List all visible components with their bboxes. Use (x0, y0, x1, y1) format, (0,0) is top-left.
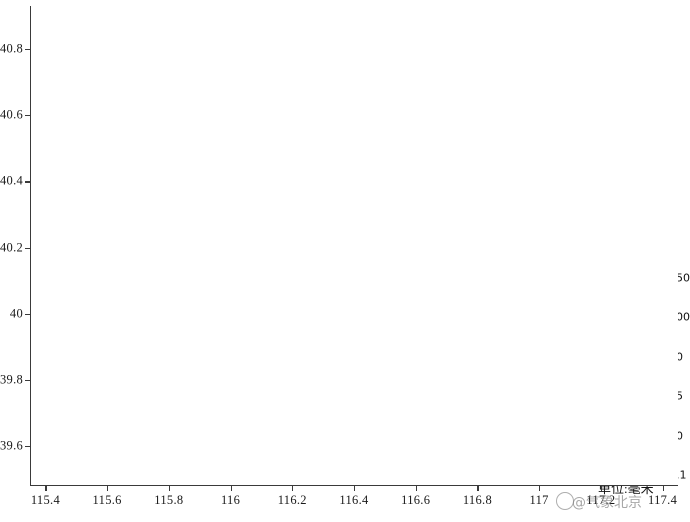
x-tick-mark (292, 486, 294, 491)
y-tick-label-39.8: 39.8 (0, 372, 24, 387)
x-tick-mark (600, 486, 603, 491)
x-tick-label-116.2: 116.2 (277, 493, 307, 507)
y-tick-label-40.4: 40.4 (0, 173, 24, 188)
x-tick-label-116.6: 116.6 (401, 493, 431, 507)
y-tick-mark (25, 313, 30, 316)
x-tick-label-116.8: 116.8 (462, 493, 493, 507)
x-tick-mark (415, 486, 417, 491)
y-tick-mark (25, 380, 30, 382)
x-tick-mark (477, 486, 479, 491)
x-tick-label-116.4: 116.4 (339, 493, 369, 507)
x-tick-label-115.6: 115.6 (92, 493, 122, 507)
x-tick-mark (662, 486, 664, 491)
x-tick-mark (354, 486, 356, 491)
x-tick-label-115.8: 115.8 (154, 493, 184, 507)
y-tick-label-40: 40 (9, 306, 23, 321)
x-tick-mark (107, 486, 109, 491)
y-tick-label-39.6: 39.6 (0, 438, 24, 453)
x-tick-label-117: 117 (529, 493, 549, 507)
y-tick-mark (25, 49, 30, 51)
x-tick-mark (230, 486, 232, 491)
y-tick-label-40.8: 40.8 (0, 41, 24, 56)
watermark-text: @气象北京 (572, 495, 642, 511)
y-tick-mark (25, 247, 30, 249)
y-tick-label-40.2: 40.2 (0, 240, 24, 255)
plot-frame (30, 6, 678, 486)
x-tick-label-117.2: 117.2 (586, 493, 616, 507)
x-tick-mark (45, 486, 47, 491)
y-tick-mark (25, 181, 30, 183)
x-tick-label-116: 116 (220, 493, 241, 507)
x-tick-label-117.4: 117.4 (647, 493, 678, 507)
x-tick-mark (539, 486, 541, 491)
y-tick-mark (25, 446, 30, 448)
x-tick-mark (168, 486, 171, 491)
y-tick-mark (25, 115, 30, 117)
y-tick-label-40.6: 40.6 (0, 107, 24, 122)
watermark-ring-icon (556, 492, 574, 510)
x-tick-label-115.4: 115.4 (30, 493, 61, 507)
